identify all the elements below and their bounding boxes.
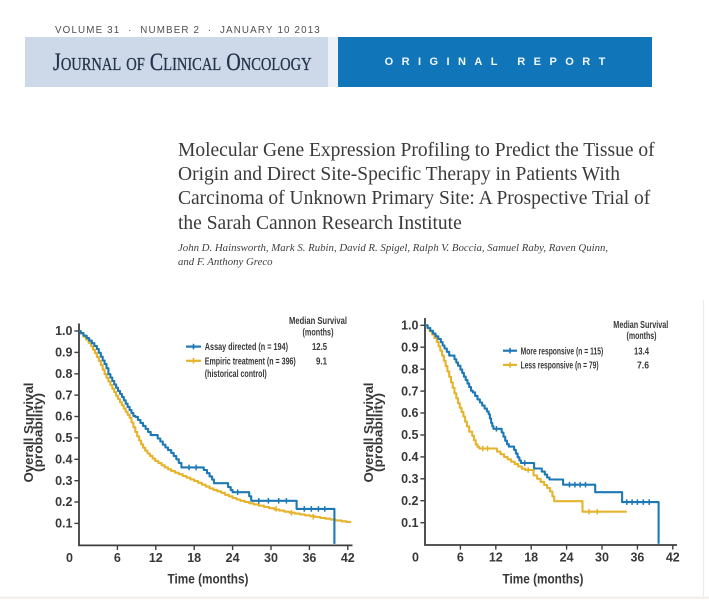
- svg-text:0.9: 0.9: [401, 340, 418, 354]
- svg-text:Less responsive (n = 79): Less responsive (n = 79): [521, 360, 599, 372]
- svg-text:13.4: 13.4: [634, 345, 649, 357]
- svg-text:Assay directed (n = 194): Assay directed (n = 194): [205, 341, 288, 353]
- svg-text:Median Survival: Median Survival: [289, 315, 347, 327]
- svg-text:6: 6: [114, 551, 121, 565]
- svg-text:Median Survival: Median Survival: [613, 319, 668, 331]
- svg-text:(months): (months): [627, 330, 657, 342]
- svg-text:0.7: 0.7: [55, 388, 72, 402]
- svg-text:0.3: 0.3: [55, 474, 72, 488]
- svg-text:0.8: 0.8: [55, 367, 72, 381]
- svg-text:7.6: 7.6: [637, 360, 649, 372]
- svg-text:Time (months): Time (months): [168, 571, 249, 587]
- svg-text:(probability): (probability): [32, 393, 46, 472]
- svg-text:42: 42: [341, 551, 355, 565]
- svg-text:12: 12: [149, 551, 163, 565]
- svg-text:0.2: 0.2: [55, 495, 72, 509]
- svg-text:30: 30: [595, 551, 609, 565]
- svg-text:0.7: 0.7: [401, 384, 418, 398]
- svg-text:0.1: 0.1: [401, 516, 418, 530]
- svg-text:0: 0: [412, 551, 419, 565]
- svg-text:24: 24: [226, 551, 240, 565]
- svg-text:0.6: 0.6: [401, 406, 418, 420]
- svg-text:0.4: 0.4: [401, 450, 418, 464]
- svg-text:Time (months): Time (months): [503, 571, 584, 587]
- svg-text:0.1: 0.1: [55, 517, 72, 531]
- svg-text:0.9: 0.9: [55, 346, 72, 360]
- svg-text:More responsive (n = 115): More responsive (n = 115): [521, 345, 604, 357]
- svg-text:0.6: 0.6: [55, 410, 72, 424]
- svg-text:Overall Survival: Overall Survival: [22, 383, 36, 483]
- svg-text:30: 30: [264, 551, 278, 565]
- svg-text:9.1: 9.1: [316, 355, 327, 367]
- svg-text:(probability): (probability): [372, 393, 386, 472]
- svg-text:18: 18: [524, 551, 538, 565]
- svg-text:0.8: 0.8: [401, 362, 418, 376]
- svg-text:(months): (months): [303, 327, 334, 339]
- svg-text:6: 6: [457, 551, 464, 565]
- svg-text:36: 36: [302, 551, 316, 565]
- svg-text:12.5: 12.5: [312, 341, 327, 353]
- svg-text:1.0: 1.0: [55, 324, 72, 338]
- svg-text:12: 12: [489, 551, 503, 565]
- svg-text:1.0: 1.0: [401, 319, 418, 333]
- svg-text:0: 0: [66, 551, 73, 565]
- svg-text:36: 36: [630, 551, 644, 565]
- svg-text:0.5: 0.5: [401, 428, 418, 442]
- svg-text:Empiric treatment (n = 396): Empiric treatment (n = 396): [205, 355, 296, 367]
- svg-text:(historical control): (historical control): [205, 368, 267, 380]
- svg-text:Overall Survival: Overall Survival: [362, 383, 376, 483]
- svg-text:0.4: 0.4: [55, 453, 72, 467]
- svg-text:18: 18: [187, 551, 201, 565]
- svg-text:0.2: 0.2: [401, 494, 418, 508]
- svg-text:42: 42: [666, 551, 680, 565]
- svg-text:24: 24: [560, 551, 574, 565]
- svg-text:0.5: 0.5: [55, 431, 72, 445]
- svg-text:0.3: 0.3: [401, 472, 418, 486]
